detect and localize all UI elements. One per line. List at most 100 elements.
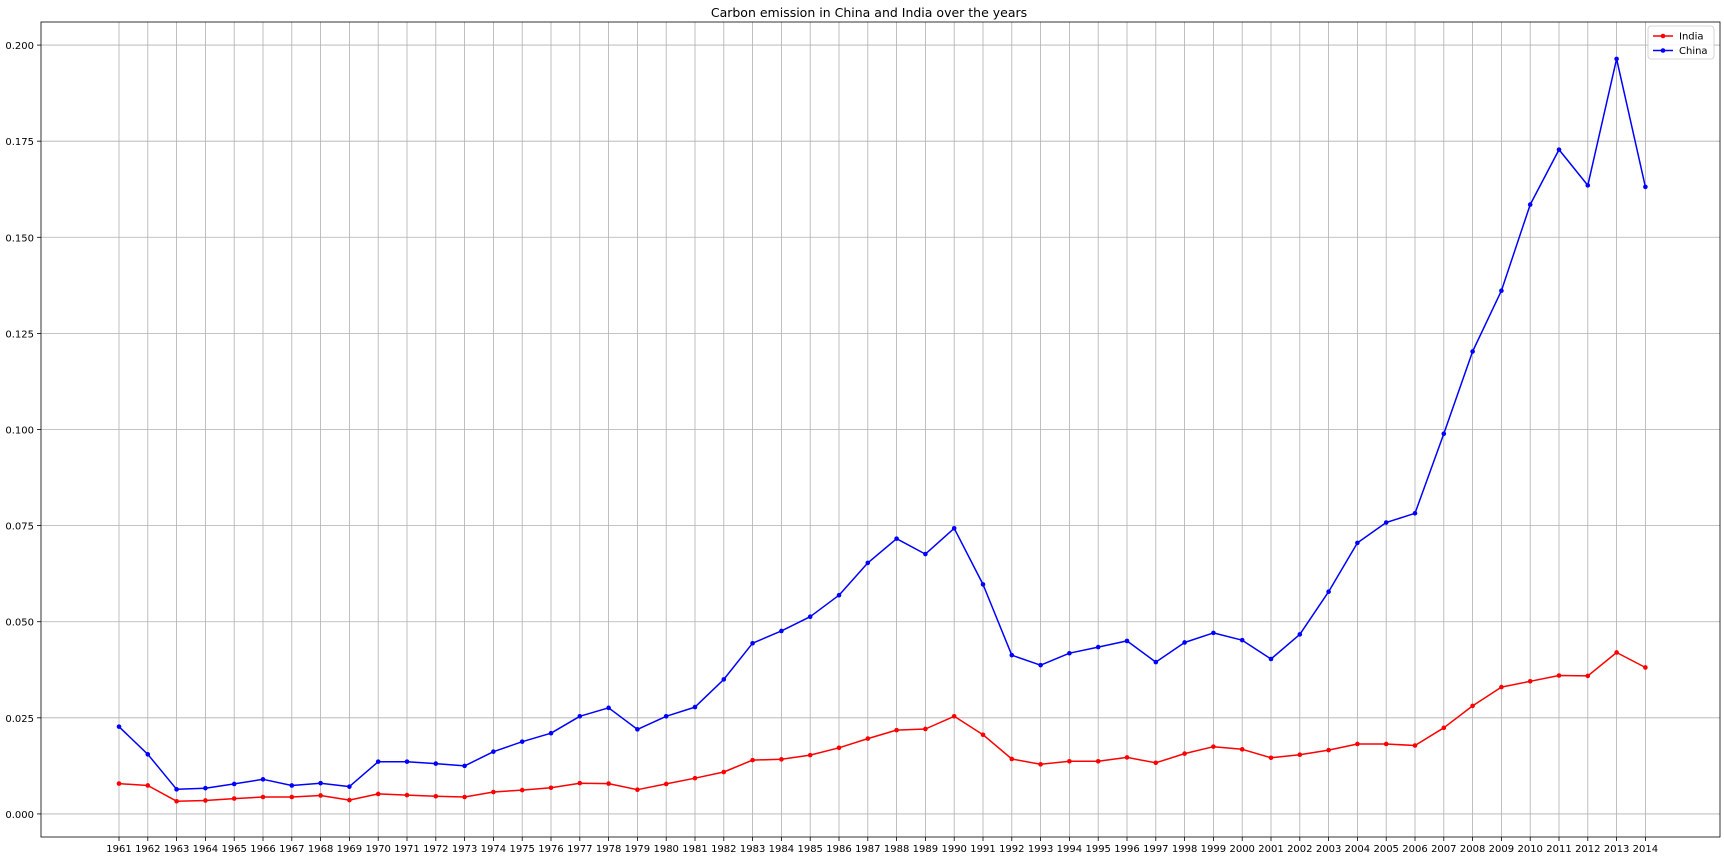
data-point-china xyxy=(577,713,583,719)
data-point-india xyxy=(1268,755,1274,761)
x-tick-label: 1965 xyxy=(221,844,246,855)
data-point-china xyxy=(1383,520,1389,525)
data-point-india xyxy=(577,780,583,786)
x-tick-label: 1998 xyxy=(1172,844,1197,855)
data-point-china xyxy=(1355,540,1360,546)
legend-label-india: India xyxy=(1679,32,1704,43)
series-group xyxy=(116,56,1648,804)
x-tick-label: 2007 xyxy=(1431,844,1456,855)
axes: 1961 1962 1963 1964 1965 1966 1967 1968 1969 1970… xyxy=(5,21,1721,855)
data-point-india xyxy=(1412,743,1418,748)
data-point-china xyxy=(203,785,208,791)
data-point-china xyxy=(836,592,842,598)
x-tick-label: 1976 xyxy=(538,844,563,855)
data-point-india xyxy=(404,792,410,798)
x-tick-label: 1993 xyxy=(1028,844,1053,855)
data-point-china xyxy=(980,582,986,587)
data-point-china xyxy=(1038,662,1043,668)
data-point-china xyxy=(1441,431,1447,437)
x-tick-label: 2005 xyxy=(1373,844,1398,855)
plot-frame xyxy=(40,21,1721,838)
data-point-india xyxy=(894,727,899,733)
y-tick-label: 0.125 xyxy=(5,329,34,340)
data-point-china xyxy=(1009,652,1015,658)
data-point-china xyxy=(807,614,813,620)
data-point-india xyxy=(462,794,467,800)
data-point-china xyxy=(433,761,439,766)
data-point-india xyxy=(145,783,151,788)
data-point-india xyxy=(548,785,554,791)
series-line-india xyxy=(118,651,1646,802)
data-point-india xyxy=(347,797,352,803)
x-tick-label: 2008 xyxy=(1460,844,1485,855)
data-point-china xyxy=(548,730,554,736)
x-tick-label: 1968 xyxy=(308,844,333,855)
x-tick-label: 1995 xyxy=(1085,844,1110,855)
y-tick-label: 0.150 xyxy=(5,233,34,244)
x-tick-label: 1987 xyxy=(855,844,880,855)
x-tick-label: 1988 xyxy=(884,844,909,855)
x-tick-label: 2001 xyxy=(1258,844,1283,855)
data-point-china xyxy=(779,628,784,634)
data-point-china xyxy=(519,739,525,744)
data-point-china xyxy=(1095,644,1101,650)
data-point-china xyxy=(1527,202,1533,207)
data-point-india xyxy=(865,736,871,741)
x-tick-label: 1973 xyxy=(452,844,477,855)
x-tick-label: 1991 xyxy=(970,844,995,855)
data-point-india xyxy=(318,793,323,798)
gridlines xyxy=(41,22,1720,837)
data-point-china xyxy=(347,784,352,789)
data-point-china xyxy=(462,763,467,769)
data-point-india xyxy=(1326,747,1331,753)
x-tick-label: 1982 xyxy=(711,844,736,855)
data-point-china xyxy=(894,536,899,541)
data-point-china xyxy=(1412,511,1418,516)
data-point-china xyxy=(1556,147,1562,152)
x-tick-label: 1994 xyxy=(1057,844,1082,855)
data-point-china xyxy=(865,560,871,566)
data-point-india xyxy=(1441,725,1447,731)
data-point-india xyxy=(1585,673,1591,679)
data-point-china xyxy=(145,752,151,757)
y-tick-label: 0.025 xyxy=(5,714,34,725)
data-point-india xyxy=(260,794,266,800)
data-point-china xyxy=(635,727,640,732)
data-point-china xyxy=(1268,656,1274,662)
data-point-china xyxy=(1643,184,1648,190)
x-tick-label: 2002 xyxy=(1287,844,1312,855)
x-tick-label: 1975 xyxy=(509,844,534,855)
data-point-india xyxy=(433,793,439,799)
data-point-india xyxy=(807,752,813,758)
x-tick-label: 1974 xyxy=(481,844,506,855)
data-point-india xyxy=(289,794,295,800)
data-point-india xyxy=(1527,679,1533,684)
x-tick-label: 1984 xyxy=(769,844,794,855)
series-line-china xyxy=(118,58,1647,791)
data-point-china xyxy=(491,749,496,754)
data-point-india xyxy=(951,713,957,719)
data-point-india xyxy=(1124,755,1130,760)
y-tick-label: 0.050 xyxy=(5,618,34,629)
data-point-india xyxy=(1182,751,1187,756)
data-point-china xyxy=(1499,288,1504,294)
data-point-india xyxy=(1499,684,1504,690)
data-point-india xyxy=(1614,650,1619,655)
data-point-china xyxy=(721,677,727,682)
data-point-india xyxy=(779,757,784,762)
data-point-china xyxy=(318,780,323,786)
x-tick-label: 1981 xyxy=(682,844,707,855)
x-tick-label: 2012 xyxy=(1575,844,1600,855)
data-point-china xyxy=(375,759,381,764)
data-point-china xyxy=(750,640,755,646)
chart-title: Carbon emission in China and India over … xyxy=(711,5,1027,20)
data-point-china xyxy=(1585,183,1591,188)
legend-label-china: China xyxy=(1679,46,1708,57)
x-tick-label: 1962 xyxy=(135,844,160,855)
x-tick-label: 1970 xyxy=(365,844,390,855)
data-point-china xyxy=(1470,349,1475,354)
x-tick-label: 1978 xyxy=(596,844,621,855)
x-tick-label: 1986 xyxy=(826,844,851,855)
x-tick-label: 2014 xyxy=(1633,844,1658,855)
